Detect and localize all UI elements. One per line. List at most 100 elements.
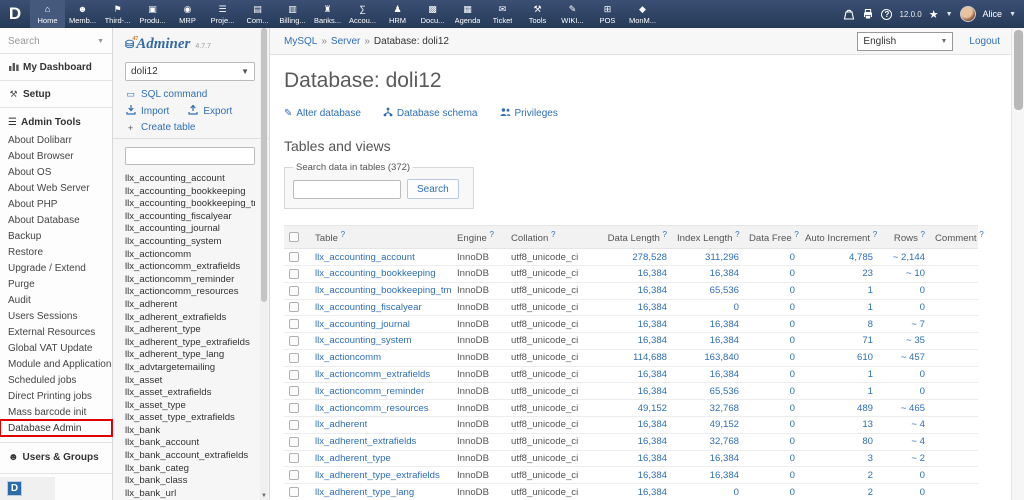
nav-tab-billing[interactable]: ▥ Billing... [275, 0, 310, 28]
nav-tab-produ[interactable]: ▣ Produ... [135, 0, 170, 28]
cell-rows[interactable]: 0 [878, 366, 930, 384]
adminer-brand[interactable]: ⛁ 47 Adminer 4.7.7 [125, 36, 255, 53]
sidebar-item-my-dashboard[interactable]: My Dashboard [0, 54, 112, 81]
cell-data-length[interactable]: 16,384 [598, 450, 672, 468]
cell-rows[interactable]: 0 [878, 282, 930, 300]
nav-tab-proje[interactable]: ☰ Proje... [205, 0, 240, 28]
cell-index-length[interactable]: 311,296 [672, 248, 744, 266]
column-help-link[interactable]: ? [662, 230, 667, 239]
cell-index-length[interactable]: 16,384 [672, 315, 744, 334]
table-name-link[interactable]: llx_actioncomm [315, 352, 382, 364]
cell-rows[interactable]: ~ 4 [878, 416, 930, 434]
adminer-table-link-llx-asset-type-extrafields[interactable]: llx_asset_type_extrafields [125, 412, 235, 424]
table-name-link[interactable]: llx_adherent_extrafields [315, 436, 417, 448]
adminer-table-link-llx-bank-account-extrafields[interactable]: llx_bank_account_extrafields [125, 450, 249, 462]
cell-data-free[interactable]: 0 [744, 265, 800, 283]
cell-rows[interactable]: ~ 4 [878, 433, 930, 451]
cell-data-free[interactable]: 0 [744, 332, 800, 350]
column-help-link[interactable]: ? [735, 230, 740, 239]
row-checkbox[interactable] [289, 419, 299, 430]
database-schema-link[interactable]: Database schema [383, 107, 478, 120]
column-help-link[interactable]: ? [872, 230, 878, 239]
sidebar-item-upgrade-extend[interactable]: Upgrade / Extend [8, 262, 86, 274]
nav-tab-tools[interactable]: ⚒ Tools [520, 0, 555, 28]
cell-rows[interactable]: ~ 35 [878, 332, 930, 350]
adminer-table-link-llx-asset[interactable]: llx_asset [125, 374, 163, 386]
sidebar-item-setup[interactable]: ⚒ Setup [0, 81, 112, 108]
cell-rows[interactable]: ~ 465 [878, 399, 930, 417]
row-checkbox[interactable] [289, 285, 299, 296]
sidebar-item-about-dolibarr[interactable]: About Dolibarr [8, 134, 72, 146]
column-help-link[interactable]: ? [340, 230, 346, 239]
cell-auto-increment[interactable]: 4,785 [800, 248, 878, 266]
column-help-link[interactable]: ? [979, 230, 984, 239]
table-name-link[interactable]: llx_accounting_journal [315, 318, 410, 330]
import-link[interactable]: Import [141, 105, 170, 117]
cell-auto-increment[interactable]: 1 [800, 282, 878, 300]
quick-add-bag-icon[interactable] [843, 8, 855, 20]
cell-data-free[interactable]: 0 [744, 282, 800, 300]
page-scrollbar[interactable] [1011, 28, 1024, 500]
row-checkbox[interactable] [289, 436, 299, 447]
cell-index-length[interactable]: 32,768 [672, 399, 744, 417]
sql-command-link[interactable]: SQL command [141, 89, 208, 100]
table-name-link[interactable]: llx_adherent [315, 419, 368, 431]
nav-tab-hrm[interactable]: ♟ HRM [380, 0, 415, 28]
cell-data-length[interactable]: 16,384 [598, 433, 672, 451]
bookmarks-star-icon[interactable]: ★ [928, 8, 939, 21]
cell-data-length[interactable]: 16,384 [598, 416, 672, 434]
scroll-down-arrow-icon[interactable]: ▼ [261, 493, 267, 499]
adminer-table-link-llx-asset-type[interactable]: llx_asset_type [125, 399, 186, 411]
dolibarr-logo[interactable]: D [8, 4, 22, 23]
cell-data-free[interactable]: 0 [744, 248, 800, 266]
cell-data-free[interactable]: 0 [744, 416, 800, 434]
cell-index-length[interactable]: 65,536 [672, 382, 744, 401]
row-checkbox[interactable] [289, 369, 299, 380]
row-checkbox[interactable] [289, 352, 299, 363]
alter-database-link[interactable]: ✎ Alter database [284, 108, 361, 119]
cell-data-length[interactable]: 16,384 [598, 366, 672, 384]
row-checkbox[interactable] [289, 268, 299, 279]
language-select[interactable]: English ▼ [857, 31, 954, 51]
nav-tab-com[interactable]: ▤ Com... [240, 0, 275, 28]
adminer-scrollbar[interactable]: ▼ [260, 28, 268, 500]
row-checkbox[interactable] [289, 302, 299, 313]
select-all-checkbox[interactable] [289, 232, 299, 243]
nav-tab-ticket[interactable]: ✉ Ticket [485, 0, 520, 28]
search-button[interactable]: Search [407, 179, 459, 199]
adminer-table-link-llx-adherent-type[interactable]: llx_adherent_type [125, 324, 201, 336]
search-tables-input[interactable] [293, 179, 401, 199]
cell-auto-increment[interactable]: 1 [800, 299, 878, 317]
cell-rows[interactable]: 0 [878, 483, 930, 500]
sidebar-item-global-vat-update[interactable]: Global VAT Update [8, 342, 93, 354]
user-avatar[interactable] [959, 6, 976, 22]
row-checkbox[interactable] [289, 319, 299, 330]
sidebar-item-users-groups[interactable]: ☻ Users & Groups [0, 443, 112, 467]
table-name-link[interactable]: llx_actioncomm_reminder [315, 385, 425, 397]
adminer-table-link-llx-actioncomm-resources[interactable]: llx_actioncomm_resources [125, 286, 239, 298]
column-help-link[interactable]: ? [551, 230, 556, 239]
adminer-table-link-llx-adherent-extrafields[interactable]: llx_adherent_extrafields [125, 311, 227, 323]
cell-rows[interactable]: ~ 7 [878, 315, 930, 334]
cell-auto-increment[interactable]: 23 [800, 265, 878, 283]
help-icon[interactable]: ? [881, 8, 893, 20]
adminer-table-link-llx-adherent-type-lang[interactable]: llx_adherent_type_lang [125, 349, 225, 361]
table-name-link[interactable]: llx_accounting_system [315, 335, 412, 347]
cell-data-length[interactable]: 16,384 [598, 483, 672, 500]
cell-data-length[interactable]: 16,384 [598, 282, 672, 300]
cell-data-length[interactable]: 16,384 [598, 466, 672, 485]
cell-data-length[interactable]: 114,688 [598, 349, 672, 367]
nav-tab-agenda[interactable]: ▦ Agenda [450, 0, 485, 28]
adminer-table-link-llx-actioncomm[interactable]: llx_actioncomm [125, 248, 192, 260]
cell-auto-increment[interactable]: 1 [800, 382, 878, 401]
adminer-table-link-llx-bank[interactable]: llx_bank [125, 424, 161, 436]
table-name-link[interactable]: llx_accounting_bookkeeping_tmp [315, 285, 452, 297]
adminer-table-link-llx-bank-url[interactable]: llx_bank_url [125, 487, 177, 499]
sidebar-item-about-database[interactable]: About Database [8, 214, 80, 226]
cell-data-length[interactable]: 16,384 [598, 332, 672, 350]
cell-data-free[interactable]: 0 [744, 349, 800, 367]
table-name-link[interactable]: llx_accounting_bookkeeping [315, 268, 436, 280]
adminer-table-link-llx-bank-categ[interactable]: llx_bank_categ [125, 462, 190, 474]
cell-index-length[interactable]: 49,152 [672, 416, 744, 434]
table-name-link[interactable]: llx_accounting_account [315, 251, 415, 263]
